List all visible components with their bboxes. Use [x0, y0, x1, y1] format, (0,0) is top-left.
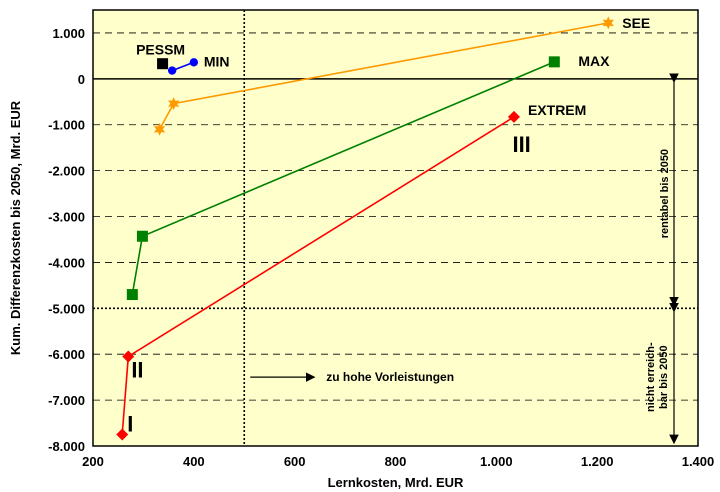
series-label-min: MIN — [204, 53, 230, 69]
x-axis-title: Lernkosten, Mrd. EUR — [328, 475, 464, 490]
series-see — [153, 16, 614, 136]
plot-background — [93, 10, 698, 446]
data-point-square — [157, 58, 169, 70]
series-labels: EXTREM MAX SEE MIN PESSM — [136, 15, 650, 118]
x-tick-label: 600 — [284, 454, 306, 469]
x-tick-labels: 200 400 600 800 1.000 1.200 1.400 — [82, 454, 714, 469]
y-tick-label: -2.000 — [48, 164, 85, 179]
x-tick-label: 800 — [385, 454, 407, 469]
data-point-diamond — [507, 110, 520, 123]
roman-label-2: II — [131, 358, 143, 383]
y-tick-label: -1.000 — [48, 118, 85, 133]
y-tick-label: -8.000 — [48, 439, 85, 454]
series-extrem — [116, 110, 520, 441]
y-axis-title: Kum. Differenzkosten bis 2050, Mrd. EUR — [8, 100, 23, 355]
y-tick-label: -5.000 — [48, 301, 85, 316]
rentabel-label: rentabel bis 2050 — [659, 149, 671, 238]
series-label-extrem: EXTREM — [528, 102, 586, 118]
series-pessm — [157, 58, 169, 70]
series-max — [126, 56, 560, 301]
data-point-square — [126, 289, 138, 301]
plot-frame — [92, 9, 699, 447]
data-point-star — [602, 16, 614, 30]
roman-label-1: I — [127, 411, 133, 436]
x-tick-label: 400 — [183, 454, 205, 469]
series-min — [167, 58, 199, 75]
data-series — [116, 16, 614, 441]
data-point-circle — [167, 66, 177, 75]
data-point-diamond — [116, 428, 129, 441]
x-tick-label: 1.000 — [480, 454, 513, 469]
data-point-square — [136, 230, 148, 242]
data-point-diamond — [122, 350, 135, 363]
roman-label-3: III — [512, 132, 530, 157]
y-tick-label: -7.000 — [48, 393, 85, 408]
y-tick-label: 1.000 — [52, 26, 85, 41]
series-label-see: SEE — [622, 15, 650, 31]
series-label-pessm: PESSM — [136, 42, 185, 58]
reference-lines — [93, 10, 698, 446]
y-tick-label: -4.000 — [48, 255, 85, 270]
data-point-star — [168, 97, 180, 111]
series-label-max: MAX — [578, 53, 610, 69]
y-tick-labels: 1.000 0 -1.000 -2.000 -3.000 -4.000 -5.000 -6.0… — [48, 26, 85, 454]
y-tick-label: -6.000 — [48, 347, 85, 362]
nicht-erreichbar-label-line1: nicht erreich- — [645, 342, 657, 412]
vorleistungen-label: zu hohe Vorleistungen — [326, 370, 454, 384]
x-tick-label: 1.400 — [682, 454, 715, 469]
data-point-star — [153, 122, 166, 136]
y-tick-label: -3.000 — [48, 210, 85, 225]
data-point-circle — [189, 58, 199, 67]
data-point-square — [548, 56, 560, 68]
y-tick-label: 0 — [78, 72, 85, 87]
x-tick-label: 1.200 — [581, 454, 614, 469]
x-tick-label: 200 — [82, 454, 104, 469]
nicht-erreichbar-label-line2: bar bis 2050 — [658, 345, 670, 409]
